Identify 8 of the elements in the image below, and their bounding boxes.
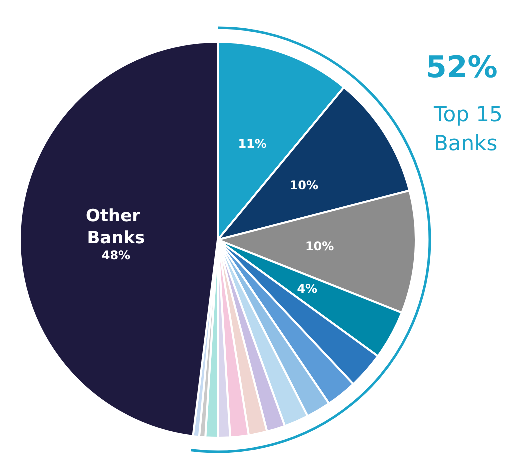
slice-label: Other Banks (86, 206, 146, 249)
data-label: 10% (305, 239, 334, 254)
data-label: 4% (297, 282, 318, 296)
data-label: 10% (290, 178, 318, 192)
text: Top 15 Banks (433, 102, 510, 156)
data-label: 11% (238, 137, 267, 152)
data-label: 48% (102, 248, 131, 263)
text: 52% (426, 50, 498, 86)
